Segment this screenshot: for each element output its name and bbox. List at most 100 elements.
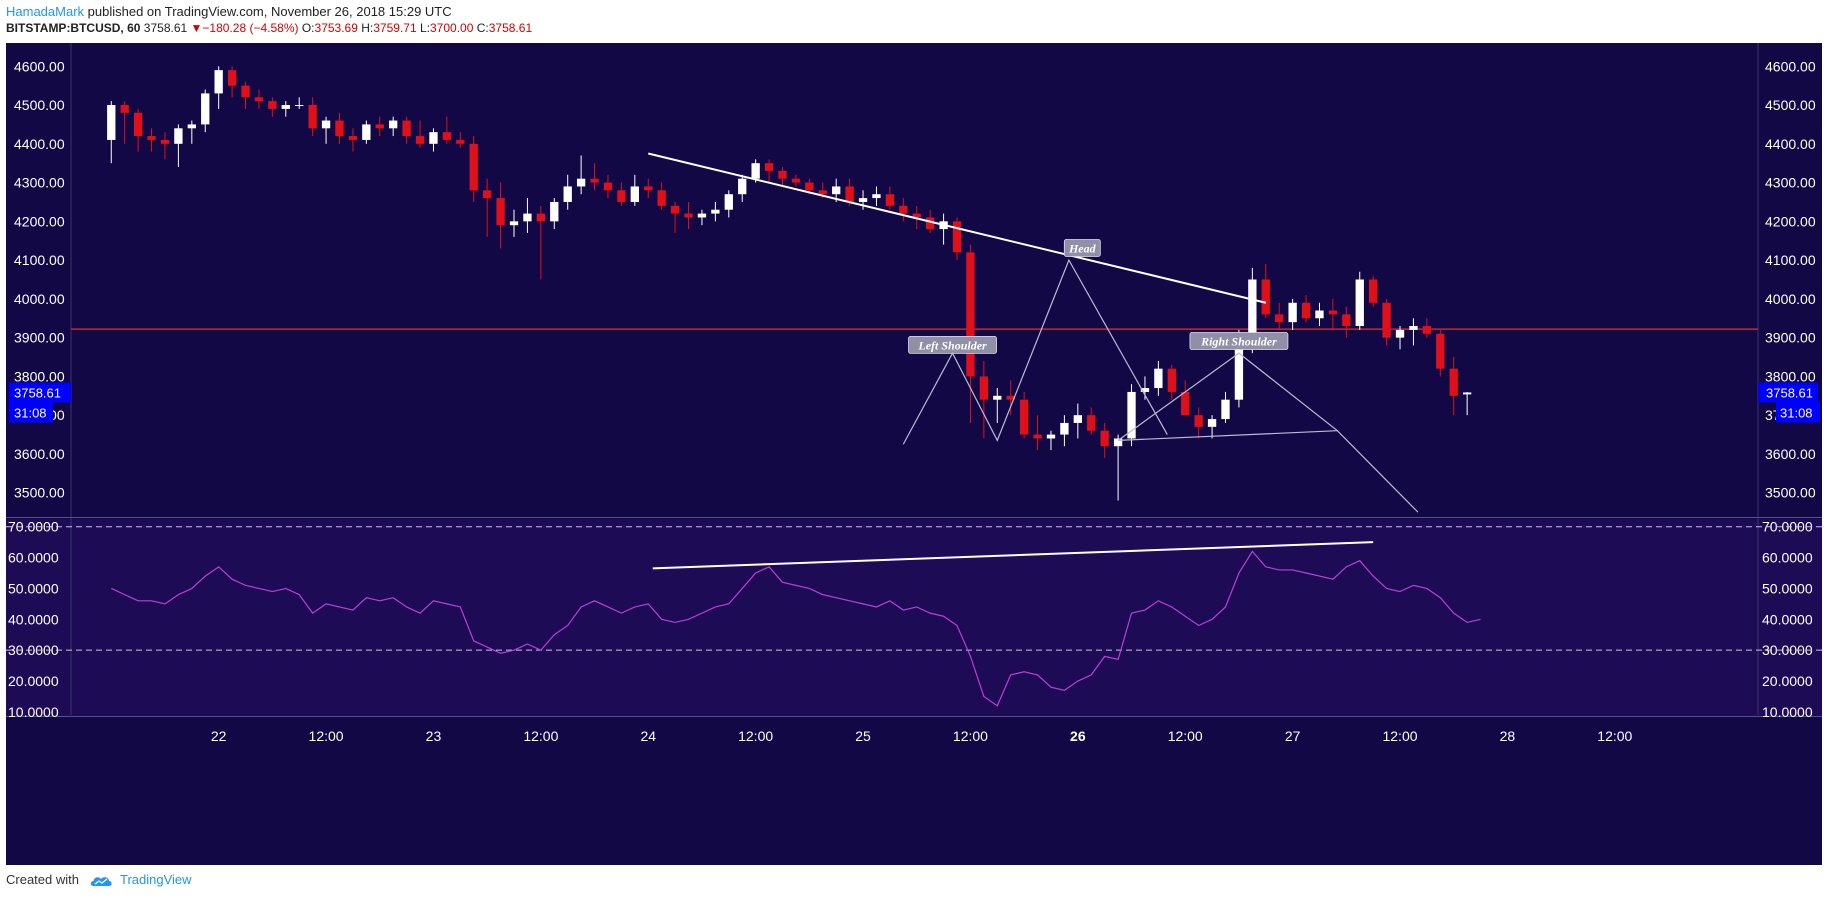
time-axis: 22 12:00 23 12:00 24 12:00 25 12:00 26 12:00 27 12:… [211, 728, 1633, 744]
candle-body-29 [496, 198, 505, 226]
price-badge-right-price: 3758.61 [1766, 385, 1813, 400]
time-tick-3: 12:00 [523, 728, 558, 744]
candle-body-53 [818, 190, 827, 195]
candle-76 [1127, 384, 1136, 447]
candle-0 [107, 101, 116, 164]
candle-body-7 [201, 93, 210, 125]
left-shoulder-label: Left Shoulder [917, 338, 987, 352]
candle-body-101 [1462, 392, 1472, 395]
candle-12 [268, 97, 277, 117]
candle-69 [1033, 415, 1042, 451]
open-value: 3753.69 [314, 21, 358, 35]
time-tick-0: 22 [211, 728, 227, 744]
candle-81 [1194, 407, 1203, 439]
price-badge-right: 3758.61 31:08 [1758, 382, 1820, 423]
candle-44 [697, 209, 707, 226]
candle-70 [1046, 430, 1056, 451]
candle-body-87 [1275, 314, 1284, 323]
candle-37 [603, 174, 613, 199]
candle-body-97 [1409, 326, 1418, 330]
candle-11 [254, 89, 264, 109]
candle-body-21 [389, 120, 398, 129]
candle-49 [764, 159, 774, 183]
candle-body-2 [133, 112, 143, 137]
candle-33 [550, 198, 559, 230]
candle-body-11 [254, 97, 264, 102]
candle-23 [415, 120, 425, 148]
candle-body-77 [1140, 388, 1150, 392]
candle-50 [778, 167, 787, 187]
candle-body-49 [764, 163, 774, 171]
candle-68 [1019, 391, 1029, 439]
candle-9 [227, 66, 237, 98]
rsi-tick-left-1: 60.0000 [8, 550, 59, 566]
candle-body-80 [1181, 391, 1190, 416]
author-link[interactable]: HamadaMark [6, 4, 85, 19]
candle-body-66 [993, 395, 1002, 400]
candle-body-57 [872, 194, 881, 199]
time-tick-11: 12:00 [1382, 728, 1417, 744]
price-tick-left-1: 4500.00 [14, 97, 65, 113]
candle-body-82 [1207, 419, 1217, 427]
candle-6 [187, 120, 196, 144]
tradingview-cloud-icon[interactable] [89, 874, 113, 888]
chart-canvas[interactable]: 4600.00 4500.00 4400.00 4300.00 4200.00 4100.… [6, 43, 1822, 865]
high-label: H: [361, 21, 374, 35]
time-tick-12: 28 [1500, 728, 1516, 744]
price-axis-right: 4600.00 4500.00 4400.00 4300.00 4200.00 4100.… [1765, 58, 1816, 500]
rsi-tick-left-0: 70.0000 [8, 519, 59, 535]
price-tick-left-8: 3800.00 [14, 368, 65, 384]
time-tick-4: 24 [640, 728, 656, 744]
candle-body-96 [1395, 329, 1405, 338]
candle-15 [308, 97, 317, 137]
candle-body-33 [550, 201, 559, 222]
price-badge-left: 3758.61 31:08 [9, 382, 71, 423]
candle-body-6 [187, 124, 196, 129]
candle-73 [1087, 407, 1096, 435]
chart-area[interactable]: 4600.00 4500.00 4400.00 4300.00 4200.00 4100.… [6, 43, 1822, 865]
left-shoulder-label-box[interactable]: Left Shoulder [908, 336, 997, 354]
candle-body-4 [160, 139, 170, 144]
rsi-trendline[interactable] [652, 541, 1374, 570]
price-tick-right-3: 4300.00 [1765, 175, 1816, 191]
candle-body-71 [1060, 422, 1069, 435]
price-tick-right-11: 3500.00 [1765, 485, 1816, 501]
right-shoulder-label-box[interactable]: Right Shoulder [1189, 332, 1289, 350]
rsi-axis-left: 70.0000 60.0000 50.0000 40.0000 30.0000 20.00… [8, 519, 59, 720]
candle-body-17 [335, 120, 344, 137]
descending-trendline[interactable] [648, 152, 1267, 304]
candle-body-1 [120, 105, 129, 113]
candle-body-93 [1355, 279, 1364, 327]
time-tick-7: 12:00 [953, 728, 988, 744]
candle-body-10 [241, 85, 250, 98]
rsi-tick-left-3: 40.0000 [8, 611, 59, 627]
candle-89 [1301, 295, 1311, 323]
head-and-shoulders-pattern[interactable] [1117, 352, 1419, 513]
tradingview-link[interactable]: TradingView [120, 872, 192, 887]
candle-16 [321, 116, 331, 144]
candle-body-36 [590, 178, 599, 183]
candle-body-91 [1328, 310, 1338, 315]
candle-body-23 [415, 136, 425, 144]
candle-body-74 [1100, 430, 1109, 447]
drawings-group[interactable]: Head Left Shoulder Right Shoulder [648, 152, 1419, 570]
created-with-text: Created with [6, 872, 79, 887]
candle-body-26 [456, 139, 465, 144]
candle-body-13 [281, 105, 290, 109]
candle-82 [1207, 415, 1217, 439]
close-value: 3758.61 [488, 21, 533, 35]
candle-body-65 [979, 376, 989, 400]
candle-body-35 [576, 178, 586, 187]
candle-body-24 [429, 132, 438, 144]
time-tick-10: 27 [1285, 728, 1301, 744]
candle-22 [402, 116, 411, 144]
rsi-tick-left-5: 20.0000 [8, 673, 59, 689]
candle-29 [496, 182, 505, 249]
candle-body-69 [1033, 434, 1042, 439]
neckline[interactable] [1118, 430, 1338, 441]
price-badge-right-countdown: 31:08 [1780, 405, 1813, 420]
head-label-box[interactable]: Head [1063, 239, 1101, 257]
price-tick-left-11: 3500.00 [14, 485, 65, 501]
footer: Created with TradingView [6, 872, 192, 888]
high-value: 3759.71 [373, 21, 417, 35]
